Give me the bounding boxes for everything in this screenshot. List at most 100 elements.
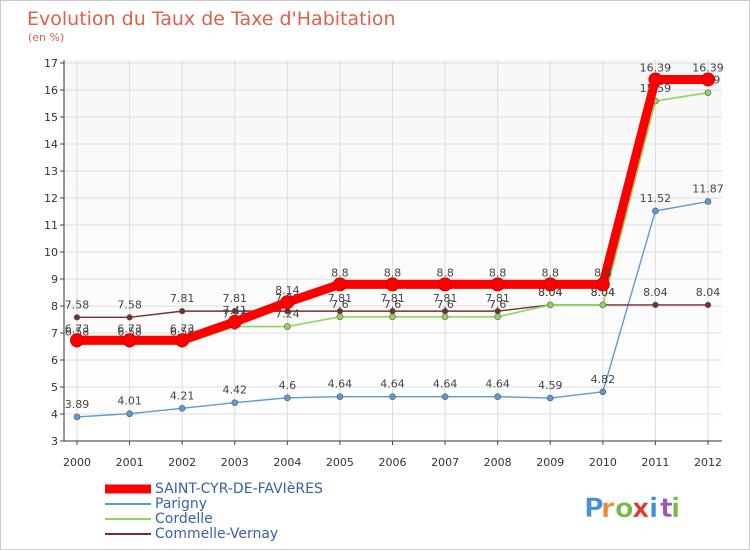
data-point bbox=[546, 394, 554, 402]
data-point bbox=[126, 314, 133, 321]
data-label: 7.6 bbox=[436, 298, 454, 311]
y-tick-label: 8 bbox=[51, 300, 58, 313]
data-label: 8.04 bbox=[591, 286, 616, 299]
data-label: 6.73 bbox=[170, 322, 195, 335]
proxiti-logo: Pr ox i ti bbox=[584, 493, 681, 525]
data-point bbox=[385, 277, 400, 292]
data-label: 4.64 bbox=[485, 378, 510, 391]
data-point bbox=[280, 295, 295, 310]
legend-label: Parigny bbox=[155, 496, 207, 512]
y-tick-label: 3 bbox=[51, 435, 58, 448]
y-tick-label: 7 bbox=[51, 327, 58, 340]
legend-label: SAINT-CYR-DE-FAVIèRES bbox=[155, 481, 323, 497]
data-point bbox=[652, 207, 659, 215]
data-label: 6.58 bbox=[65, 325, 90, 338]
data-point bbox=[175, 333, 190, 348]
data-point bbox=[389, 313, 396, 321]
data-point bbox=[284, 394, 291, 402]
data-point bbox=[231, 399, 239, 406]
data-label: 7.6 bbox=[489, 298, 507, 311]
data-label: 8.8 bbox=[489, 266, 507, 279]
data-point bbox=[227, 314, 242, 329]
data-point bbox=[543, 277, 558, 292]
data-point bbox=[73, 413, 81, 421]
y-tick-label: 14 bbox=[44, 138, 58, 151]
data-label: 8.8 bbox=[384, 266, 402, 279]
x-tick-label: 2003 bbox=[221, 456, 249, 469]
data-label: 8.8 bbox=[436, 266, 454, 279]
data-point bbox=[595, 277, 610, 292]
series-parigny: 3.89 4.01 4.21 4.42 4.6 4.64 4.64 4.64 4.64 4.59 4… bbox=[65, 183, 724, 421]
chart-title: Evolution du Taux de Taxe d'Habitation bbox=[27, 8, 396, 30]
data-point bbox=[332, 277, 347, 292]
data-point bbox=[494, 393, 501, 401]
data-point bbox=[438, 277, 453, 292]
data-point bbox=[704, 89, 712, 96]
data-point bbox=[599, 388, 607, 396]
data-label: 7.81 bbox=[328, 292, 353, 305]
data-label: 7.81 bbox=[170, 292, 195, 305]
data-point bbox=[389, 393, 396, 401]
y-tick-label: 4 bbox=[51, 408, 58, 421]
data-point bbox=[494, 313, 501, 321]
data-label: 7.58 bbox=[117, 298, 142, 311]
data-point bbox=[701, 72, 715, 87]
data-label: 16.39 bbox=[640, 61, 672, 74]
data-label: 7.24 bbox=[275, 308, 300, 321]
data-label: 4.59 bbox=[538, 379, 563, 392]
data-point bbox=[284, 323, 291, 330]
data-label: 8.04 bbox=[643, 286, 668, 299]
data-label: 4.01 bbox=[117, 395, 142, 408]
data-point bbox=[122, 333, 137, 348]
data-label: 8.04 bbox=[538, 286, 563, 299]
logo-letter: x bbox=[632, 493, 649, 524]
data-point bbox=[179, 308, 186, 315]
data-label: 6.58 bbox=[117, 325, 142, 338]
y-tick-label: 9 bbox=[51, 273, 58, 286]
x-tick-label: 2002 bbox=[168, 456, 196, 469]
data-label: 8.8 bbox=[594, 266, 612, 279]
logo-letter: t bbox=[660, 493, 673, 524]
data-point bbox=[336, 393, 344, 401]
data-point bbox=[441, 393, 449, 401]
data-point bbox=[546, 301, 554, 309]
data-label: 7.81 bbox=[433, 292, 458, 305]
x-tick-label: 2006 bbox=[379, 456, 407, 469]
y-tick-label: 10 bbox=[44, 246, 58, 259]
data-point bbox=[441, 313, 449, 321]
data-point bbox=[704, 301, 712, 309]
legend-label: Commelle-Vernay bbox=[155, 526, 278, 542]
logo-letter: P bbox=[584, 493, 604, 524]
data-point bbox=[704, 198, 712, 205]
y-tick-label: 15 bbox=[44, 111, 58, 124]
y-tick-label: 6 bbox=[51, 354, 58, 367]
x-tick-label: 2004 bbox=[273, 456, 301, 469]
data-label: 7.81 bbox=[223, 292, 248, 305]
data-point bbox=[490, 277, 505, 292]
data-label: 16.39 bbox=[692, 61, 724, 74]
axes: 3 4 5 6 7 8 9 10 11 12 13 14 15 16 17 2000 2001 2002 2003 2… bbox=[44, 57, 722, 469]
data-label: 4.64 bbox=[380, 378, 405, 391]
data-label: 8.14 bbox=[275, 284, 300, 297]
x-tick-label: 2009 bbox=[536, 456, 564, 469]
data-label: 7.6 bbox=[331, 298, 349, 311]
legend-item: Cordelle bbox=[105, 511, 213, 527]
data-label: 6.73 bbox=[117, 322, 142, 335]
data-label: 11.87 bbox=[692, 183, 724, 196]
x-tick-label: 2000 bbox=[63, 456, 91, 469]
data-label: 4.6 bbox=[279, 379, 297, 392]
data-point bbox=[231, 308, 238, 315]
data-label: 7.58 bbox=[65, 298, 90, 311]
legend-label: Cordelle bbox=[155, 511, 213, 527]
y-tick-label: 16 bbox=[44, 84, 58, 97]
logo-letter: r bbox=[601, 493, 615, 524]
data-label: 8.8 bbox=[331, 266, 349, 279]
data-label: 7.81 bbox=[485, 292, 510, 305]
data-point bbox=[70, 333, 84, 348]
y-tick-label: 17 bbox=[44, 57, 58, 70]
data-point bbox=[336, 313, 344, 321]
data-point bbox=[178, 405, 186, 412]
logo-letter: i bbox=[649, 493, 658, 524]
